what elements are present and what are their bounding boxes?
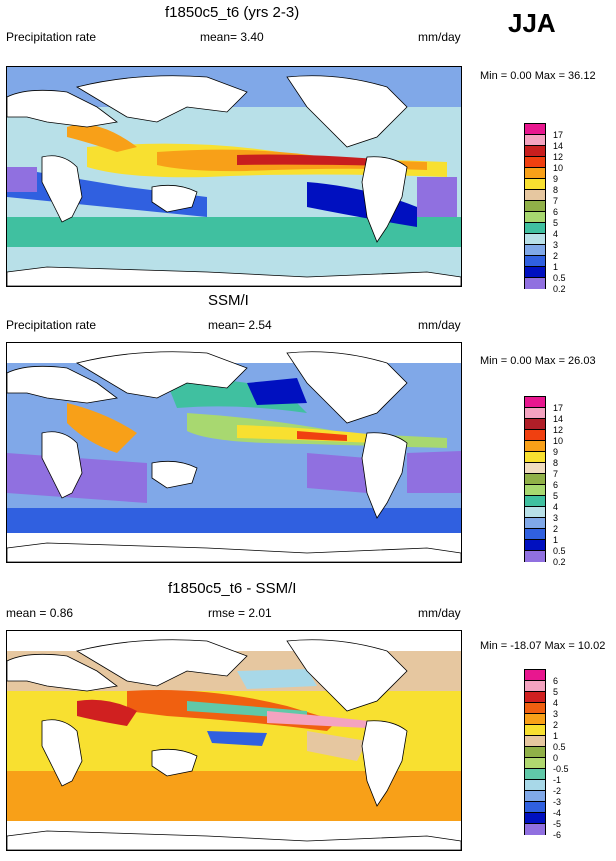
panel3-tick: -3 — [553, 797, 562, 807]
panel1-tick: 2 — [553, 251, 559, 261]
panel1-minmax: Min = 0.00 Max = 36.12 — [480, 70, 596, 82]
panel2-tick: 5 — [553, 491, 559, 501]
panel3-title: f1850c5_t6 - SSM/I — [168, 580, 297, 597]
panel2-tick: 1 — [553, 535, 559, 545]
panel1-tick: 14 — [553, 141, 564, 151]
panel3-rmse-label: rmse = 2.01 — [208, 606, 272, 620]
panel1-tick: 17 — [553, 130, 564, 140]
panel1-units: mm/day — [418, 30, 461, 44]
panel1-tick: 3 — [553, 240, 559, 250]
panel2-mean-label: mean= 2.54 — [208, 318, 272, 332]
panel2-map — [6, 342, 462, 563]
panel1-title: f1850c5_t6 (yrs 2-3) — [165, 4, 300, 21]
panel3-tick: -0.5 — [553, 764, 569, 774]
panel2-title: SSM/I — [208, 292, 249, 309]
panel1-tick: 8 — [553, 185, 559, 195]
panel1-map — [6, 66, 462, 287]
panel3-tick: 4 — [553, 698, 559, 708]
panel3-colorbar — [524, 669, 546, 835]
panel2-minmax: Min = 0.00 Max = 26.03 — [480, 355, 596, 367]
panel1-tick: 7 — [553, 196, 559, 206]
panel3-units: mm/day — [418, 606, 461, 620]
panel1-tick: 12 — [553, 152, 564, 162]
panel1-tick: 0.2 — [553, 284, 566, 294]
panel2-left-label: Precipitation rate — [6, 318, 97, 332]
season-label: JJA — [508, 8, 556, 38]
panel3-mean-label: mean = 0.86 — [6, 606, 74, 620]
panel3-tick: -6 — [553, 830, 562, 840]
panel3-tick: 0 — [553, 753, 559, 763]
panel3-tick: 6 — [553, 676, 559, 686]
panel1-tick: 4 — [553, 229, 559, 239]
panel2-tick: 6 — [553, 480, 559, 490]
panel3-tick: 2 — [553, 720, 559, 730]
panel1-colorbar — [524, 123, 546, 289]
panel2-tick: 17 — [553, 403, 564, 413]
panel2-tick: 0.2 — [553, 557, 566, 567]
panel1-tick: 1 — [553, 262, 559, 272]
panel1-left-label: Precipitation rate — [6, 30, 97, 44]
panel1-mean-label: mean= 3.40 — [200, 30, 264, 44]
panel2-tick: 12 — [553, 425, 564, 435]
panel1-tick: 0.5 — [553, 273, 566, 283]
panel2-tick: 4 — [553, 502, 559, 512]
panel2-tick: 10 — [553, 436, 564, 446]
panel2-tick: 8 — [553, 458, 559, 468]
panel1-tick: 6 — [553, 207, 559, 217]
panel3-tick: -5 — [553, 819, 562, 829]
panel2-tick: 2 — [553, 524, 559, 534]
panel3-tick: 0.5 — [553, 742, 566, 752]
panel1-tick: 10 — [553, 163, 564, 173]
panel1-tick: 9 — [553, 174, 559, 184]
panel2-tick: 14 — [553, 414, 564, 424]
panel2-units: mm/day — [418, 318, 461, 332]
panel1-tick: 5 — [553, 218, 559, 228]
panel3-tick: 5 — [553, 687, 559, 697]
panel2-tick: 3 — [553, 513, 559, 523]
panel3-tick: -4 — [553, 808, 562, 818]
panel2-colorbar — [524, 396, 546, 562]
panel3-map — [6, 630, 462, 851]
panel3-minmax: Min = -18.07 Max = 10.02 — [480, 640, 606, 652]
panel3-tick: 3 — [553, 709, 559, 719]
panel3-tick: -2 — [553, 786, 562, 796]
panel2-tick: 0.5 — [553, 546, 566, 556]
panel3-tick: -1 — [553, 775, 562, 785]
panel3-tick: 1 — [553, 731, 559, 741]
panel2-tick: 7 — [553, 469, 559, 479]
panel2-tick: 9 — [553, 447, 559, 457]
